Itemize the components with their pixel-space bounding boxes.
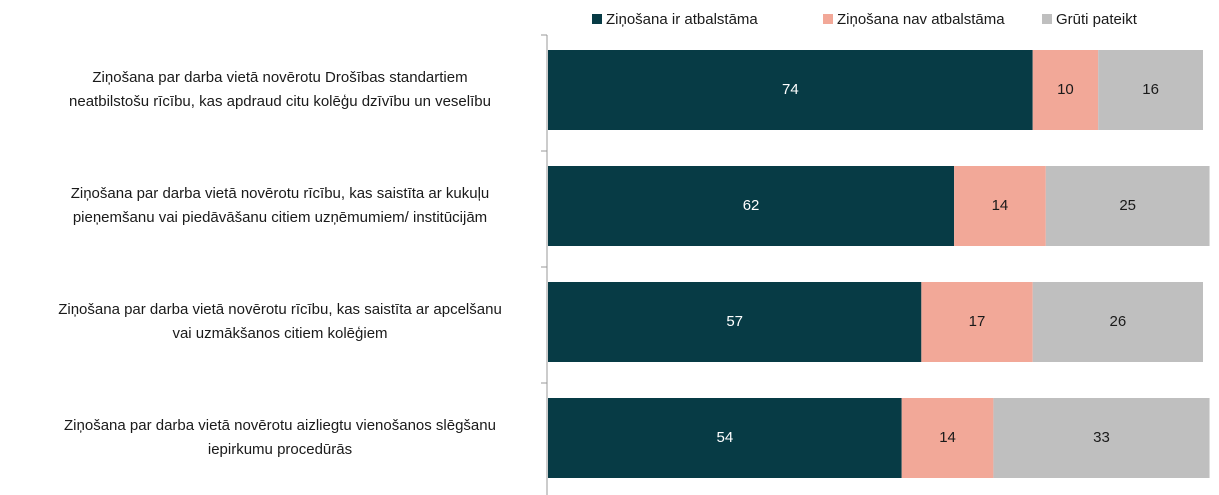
value-label: 26	[1110, 313, 1127, 330]
value-label: 10	[1057, 81, 1074, 98]
value-label: 17	[969, 313, 986, 330]
category-label: Ziņošana par darba vietā novērotu Drošīb…	[92, 69, 467, 86]
bar-segment	[993, 398, 1210, 478]
category-label: Ziņošana par darba vietā novērotu aizlie…	[64, 417, 496, 434]
bar-segment	[548, 50, 1033, 130]
value-label: 16	[1142, 81, 1159, 98]
category-label: pieņemšanu vai piedāvāšanu citiem uzņēmu…	[73, 209, 487, 226]
bar-segment	[901, 398, 994, 478]
value-label: 14	[992, 197, 1009, 214]
bar-segment	[1032, 282, 1203, 362]
category-label: Ziņošana par darba vietā novērotu rīcību…	[58, 301, 502, 318]
category-label: neatbilstošu rīcību, kas apdraud citu ko…	[69, 93, 491, 110]
value-label: 14	[939, 429, 956, 446]
value-label: 25	[1119, 197, 1136, 214]
legend-label: Ziņošana nav atbalstāma	[837, 11, 1005, 28]
value-label: 33	[1093, 429, 1110, 446]
category-label: Ziņošana par darba vietā novērotu rīcību…	[71, 185, 490, 202]
bar-segment	[1032, 50, 1099, 130]
bar-segment	[954, 166, 1046, 246]
legend-swatch	[592, 14, 602, 24]
legend-label: Ziņošana ir atbalstāma	[606, 11, 758, 28]
value-label: 74	[782, 81, 799, 98]
bar-segment	[921, 282, 1033, 362]
value-label: 54	[717, 429, 734, 446]
category-label: vai uzmākšanos citiem kolēģiem	[172, 325, 387, 342]
value-label: 57	[726, 313, 743, 330]
legend-label: Grūti pateikt	[1056, 11, 1138, 28]
bar-segment	[1098, 50, 1203, 130]
bar-segment	[548, 398, 902, 478]
value-label: 62	[743, 197, 760, 214]
legend-swatch	[1042, 14, 1052, 24]
legend-swatch	[823, 14, 833, 24]
bar-segment	[548, 282, 922, 362]
bar-segment	[548, 166, 955, 246]
category-label: iepirkumu procedūrās	[208, 441, 352, 458]
bar-segment	[1045, 166, 1210, 246]
